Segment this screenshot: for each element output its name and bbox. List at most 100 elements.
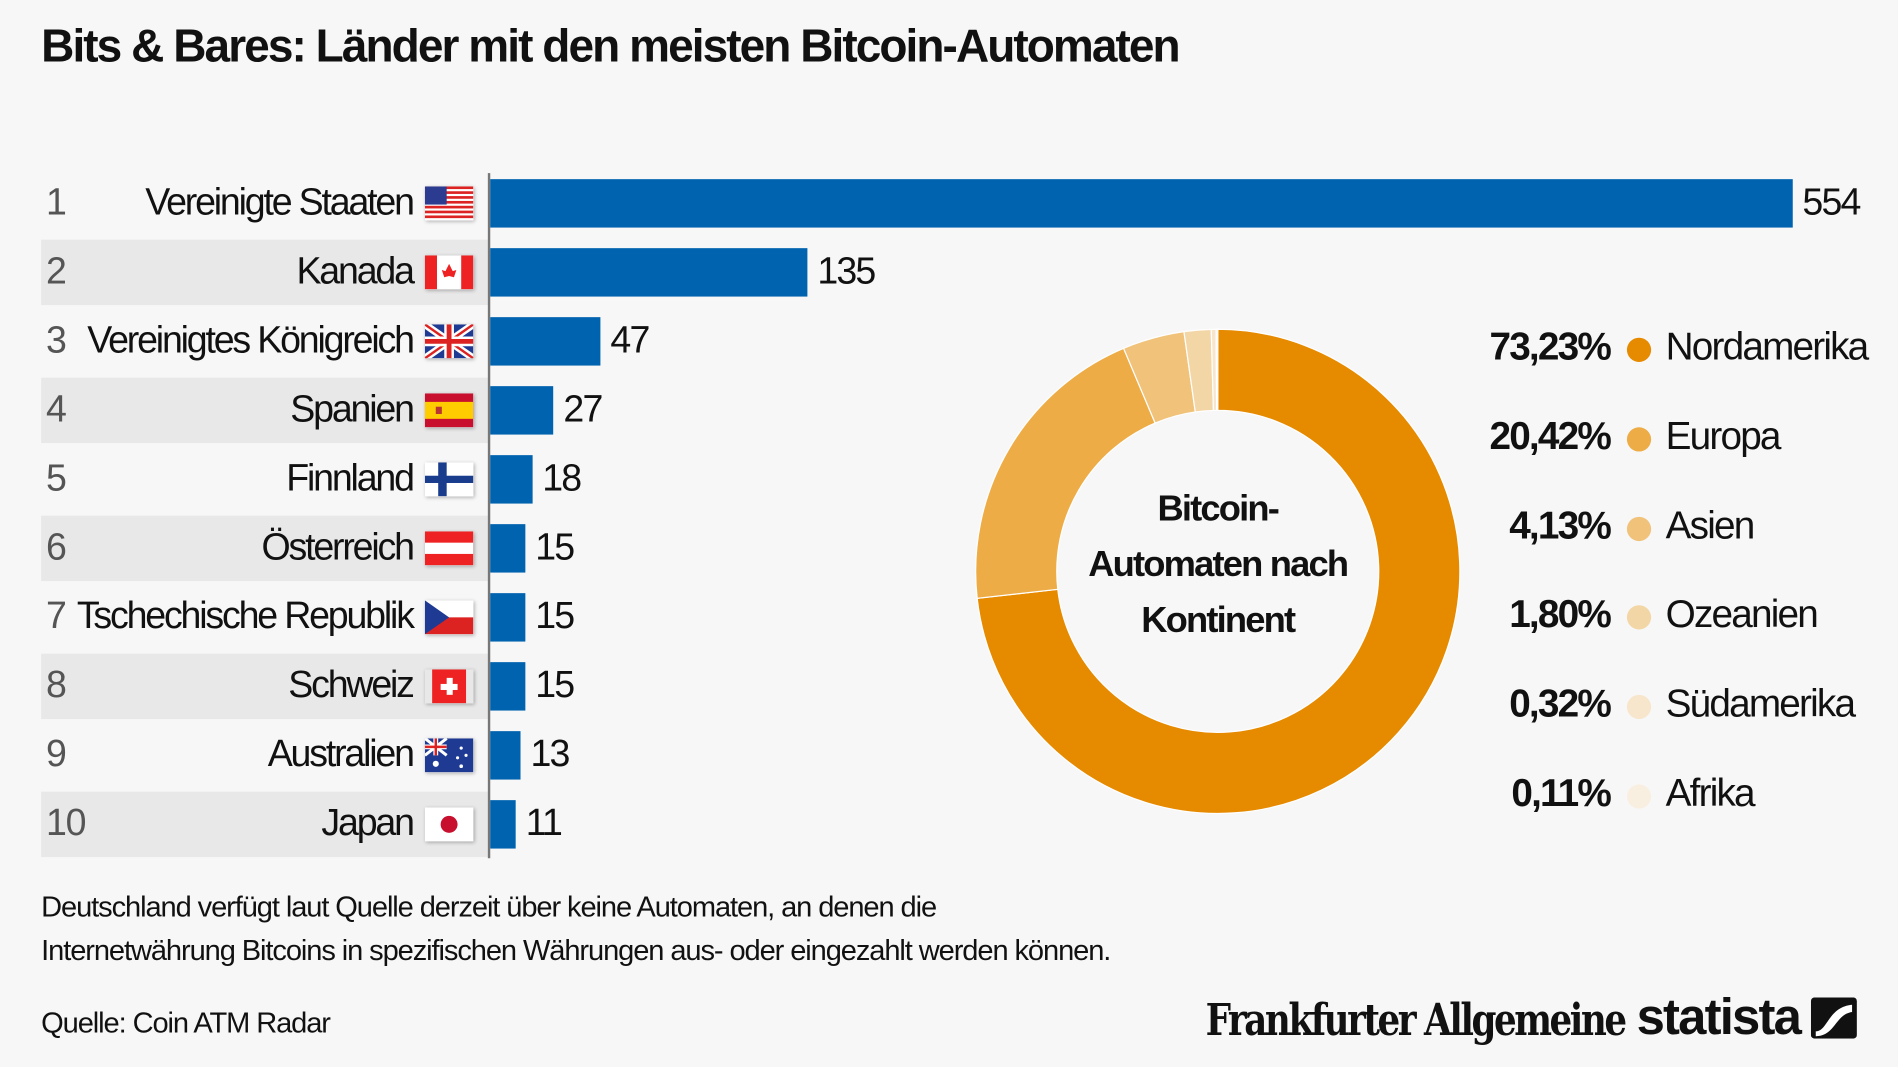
faz-logo: Frankfurter Allgemeine <box>1205 995 1627 1046</box>
legend-percent: 0,11% <box>1511 771 1611 815</box>
rank-label: 4 <box>45 387 67 430</box>
country-label: Finnland <box>286 456 415 499</box>
table-row: 10 Japan <box>41 791 488 858</box>
legend-item: 73,23% Nordamerika <box>1428 324 1888 372</box>
center-label-line: Bitcoin- <box>1157 489 1279 529</box>
rank-label: 5 <box>45 456 67 499</box>
bar-axis-line <box>487 173 491 859</box>
rank-label: 8 <box>45 663 67 706</box>
table-row: 5 Finnland <box>41 447 488 512</box>
rank-label: 2 <box>45 249 67 292</box>
legend-item: 4,13% Asien <box>1428 503 1888 551</box>
rank-label: 3 <box>45 318 67 361</box>
bar-value-label: 135 <box>817 249 876 292</box>
au-flag-icon <box>424 738 474 773</box>
bar-value-label: 11 <box>525 801 563 844</box>
legend-label: Südamerika <box>1665 681 1856 726</box>
country-label: Kanada <box>296 249 415 292</box>
table-row: 3 Vereinigtes Königreich <box>41 309 488 374</box>
rank-label: 6 <box>45 525 67 568</box>
legend-percent: 1,80% <box>1509 592 1612 636</box>
legend-percent: 73,23% <box>1489 324 1611 368</box>
bar-value-label: 15 <box>535 663 575 706</box>
bar <box>490 455 533 504</box>
legend-percent: 20,42% <box>1489 413 1611 458</box>
table-row: 9 Australien <box>41 723 488 788</box>
legend-dot-icon <box>1626 337 1652 362</box>
table-row: 7 Tschechische Republik <box>41 585 488 650</box>
rank-label: 1 <box>45 180 67 223</box>
statista-icon <box>1810 997 1857 1039</box>
bar-value-label: 554 <box>1802 180 1861 223</box>
at-flag-icon <box>424 531 474 566</box>
bar <box>490 179 1793 228</box>
footnote-line: Internetwährung Bitcoins in spezifischen… <box>41 934 1111 968</box>
legend-item: 0,32% Südamerika <box>1428 682 1888 730</box>
legend-percent: 4,13% <box>1509 503 1612 547</box>
legend-item: 1,80% Ozeanien <box>1428 592 1888 640</box>
center-label-line: Automaten nach <box>1088 544 1349 585</box>
rank-label: 9 <box>45 732 67 775</box>
jp-flag-icon <box>424 807 474 842</box>
gb-flag-icon <box>424 324 474 359</box>
bar <box>490 800 517 849</box>
legend-dot-icon <box>1626 516 1652 541</box>
statista-logo: statista <box>1636 987 1802 1045</box>
legend-label: Asien <box>1665 503 1756 547</box>
legend-item: 20,42% Europa <box>1428 414 1888 462</box>
bar <box>490 593 526 642</box>
donut-slice-nordamerika <box>976 328 1461 815</box>
country-label: Schweiz <box>288 663 415 706</box>
bar-value-label: 15 <box>535 525 575 568</box>
rank-label: 10 <box>45 801 87 844</box>
bar <box>490 248 808 297</box>
table-row: 4 Spanien <box>41 377 488 444</box>
legend-dot-icon <box>1626 695 1652 720</box>
us-flag-icon <box>424 186 474 221</box>
legend-percent: 0,32% <box>1509 681 1612 726</box>
country-label: Tschechische Republik <box>76 594 415 637</box>
legend-label: Afrika <box>1665 771 1756 815</box>
bar <box>490 386 554 435</box>
country-label: Australien <box>267 732 415 775</box>
country-label: Vereinigtes Königreich <box>87 318 415 361</box>
fi-flag-icon <box>424 462 474 497</box>
country-label: Japan <box>321 801 415 844</box>
donut-chart <box>975 328 1461 815</box>
ca-flag-icon <box>424 255 474 290</box>
donut-slice-afrika <box>1215 328 1219 411</box>
chart-title: Bits & Bares: Länder mit den meisten Bit… <box>41 21 1181 73</box>
footnote-line: Deutschland verfügt laut Quelle derzeit … <box>41 890 937 924</box>
footnote: Deutschland verfügt laut Quelle derzeit … <box>41 886 1111 973</box>
country-label: Vereinigte Staaten <box>145 180 415 223</box>
bar <box>490 731 521 780</box>
table-row: 1 Vereinigte Staaten <box>41 171 488 236</box>
legend-dot-icon <box>1626 605 1652 630</box>
bar-value-label: 47 <box>610 318 650 361</box>
table-row: 8 Schweiz <box>41 653 488 720</box>
cz-flag-icon <box>424 600 474 635</box>
legend-label: Ozeanien <box>1665 592 1819 636</box>
es-flag-icon <box>424 393 474 428</box>
bar-value-label: 15 <box>535 594 575 637</box>
bar <box>490 662 526 711</box>
ch-flag-icon <box>432 669 467 704</box>
legend-dot-icon <box>1626 427 1652 452</box>
bar-value-label: 27 <box>563 387 603 430</box>
legend-label: Nordamerika <box>1665 324 1870 368</box>
source-text: Quelle: Coin ATM Radar <box>41 1007 331 1040</box>
country-label: Österreich <box>261 525 414 568</box>
center-label-line: Kontinent <box>1141 600 1296 641</box>
country-label: Spanien <box>290 387 415 430</box>
bar <box>490 524 526 573</box>
rank-label: 7 <box>45 594 67 637</box>
bar <box>490 317 601 366</box>
legend-item: 0,11% Afrika <box>1428 771 1888 819</box>
bar-value-label: 18 <box>542 456 582 499</box>
table-row: 6 Österreich <box>41 515 488 582</box>
legend-label: Europa <box>1665 413 1782 458</box>
legend-dot-icon <box>1626 784 1652 809</box>
table-row: 2 Kanada <box>41 239 488 306</box>
bar-value-label: 13 <box>530 732 570 775</box>
